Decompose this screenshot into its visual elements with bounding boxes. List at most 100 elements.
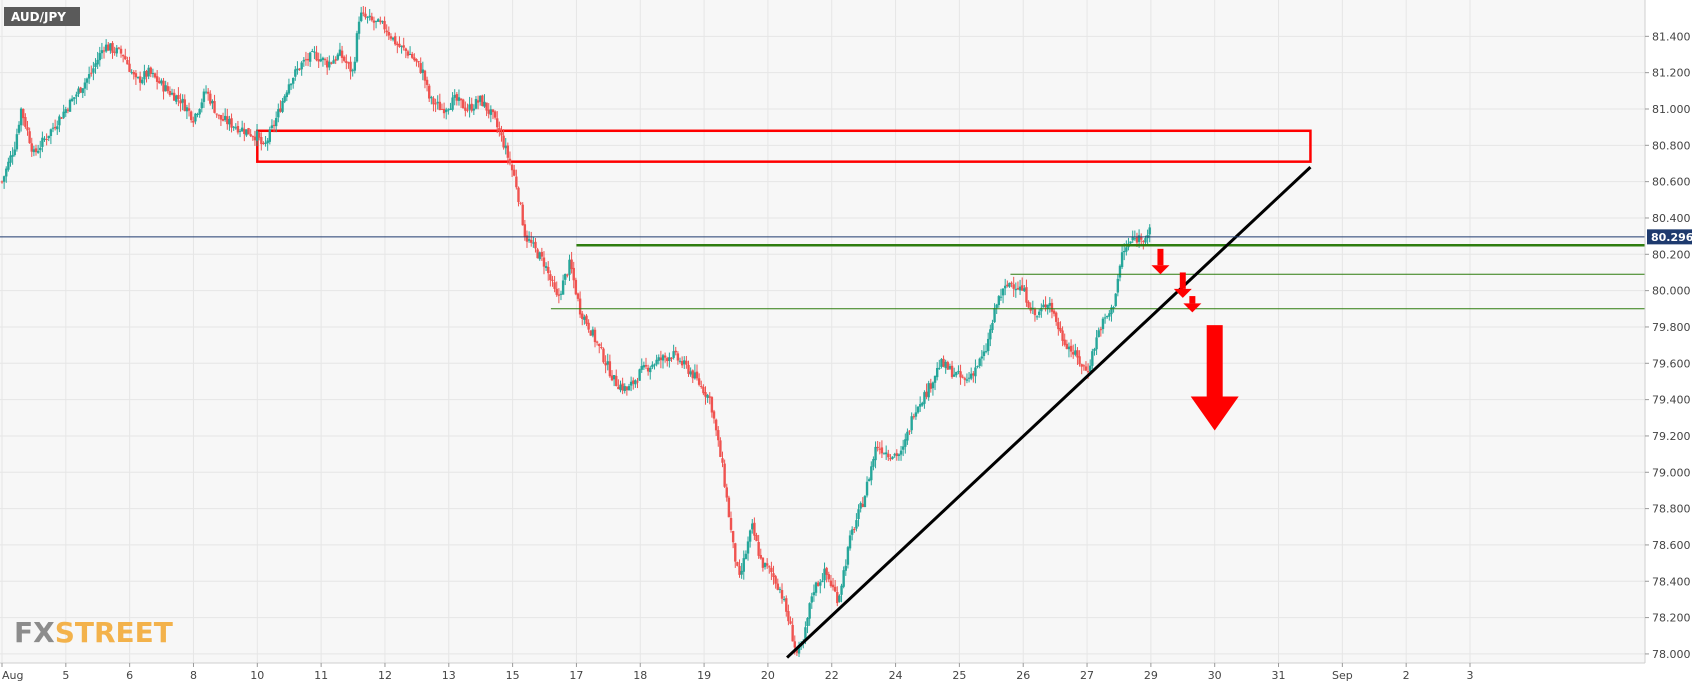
candle <box>385 30 388 33</box>
candle <box>666 358 669 362</box>
candle <box>353 61 357 71</box>
candle <box>967 377 971 379</box>
candle <box>119 48 123 54</box>
candle <box>107 44 110 51</box>
candle <box>243 128 246 135</box>
down-arrow-shaft <box>1157 248 1164 266</box>
candle <box>700 385 703 387</box>
candle <box>918 404 922 407</box>
candle <box>372 20 376 23</box>
candle <box>995 304 998 308</box>
candle <box>793 641 796 648</box>
candle <box>1042 304 1045 308</box>
candles <box>0 6 1151 658</box>
candle <box>153 73 157 78</box>
candle <box>145 70 148 77</box>
candle <box>185 107 189 112</box>
candle <box>710 397 714 413</box>
candle <box>181 98 184 103</box>
candle <box>160 80 163 84</box>
candle <box>704 392 707 397</box>
candle <box>26 127 29 131</box>
candle <box>963 378 967 380</box>
candle <box>1123 250 1126 253</box>
candle <box>870 466 873 481</box>
down-arrow-head <box>1173 288 1192 298</box>
candle <box>9 155 12 163</box>
candle <box>1137 235 1141 242</box>
candle <box>676 353 680 361</box>
candle <box>914 412 918 417</box>
candle <box>47 135 50 139</box>
candle <box>79 87 82 93</box>
candle <box>487 109 490 114</box>
candle <box>991 322 994 330</box>
candle <box>15 134 19 150</box>
candle <box>566 274 569 276</box>
candle <box>1095 337 1098 350</box>
candle <box>291 77 295 84</box>
candle <box>272 124 276 126</box>
candle <box>117 47 121 49</box>
candle <box>634 380 637 385</box>
y-tick-label: 79.000 <box>1652 466 1691 479</box>
candle <box>655 359 658 365</box>
candle <box>162 80 165 92</box>
candle <box>863 496 867 508</box>
candle <box>315 52 318 61</box>
candle <box>642 365 646 368</box>
candle <box>714 419 718 431</box>
candle <box>485 102 488 111</box>
x-tick-label: 18 <box>633 669 647 682</box>
x-tick-label: 12 <box>378 669 392 682</box>
candle <box>751 523 754 530</box>
down-arrow-shaft <box>1206 325 1223 397</box>
candle <box>980 356 984 359</box>
candle <box>317 59 320 62</box>
candle <box>476 100 480 103</box>
candle <box>619 384 622 391</box>
candle <box>187 108 191 111</box>
candle <box>653 364 656 366</box>
candle <box>30 143 33 152</box>
candle <box>1027 301 1030 308</box>
candle <box>935 368 939 378</box>
candle <box>172 92 176 101</box>
candle <box>785 598 788 612</box>
candle <box>931 382 935 389</box>
candle <box>177 94 180 100</box>
y-tick-label: 80.200 <box>1652 248 1691 261</box>
candle <box>683 360 686 365</box>
candle <box>555 288 558 295</box>
candle <box>517 187 520 203</box>
candle <box>687 364 690 374</box>
candle <box>753 522 756 536</box>
candle <box>155 76 159 82</box>
candle <box>525 235 529 242</box>
candle <box>1072 352 1075 355</box>
candle <box>336 54 340 60</box>
candle <box>496 118 499 128</box>
symbol-badge: AUD/JPY <box>4 7 80 26</box>
candle <box>268 129 272 142</box>
candle <box>189 111 193 121</box>
candle <box>961 376 964 378</box>
candle <box>330 62 333 64</box>
candle <box>893 454 896 456</box>
candle <box>615 375 618 386</box>
candle <box>1074 350 1077 355</box>
down-arrow-head <box>1190 396 1239 431</box>
symbol-label: AUD/JPY <box>11 10 66 24</box>
y-tick-label: 79.200 <box>1652 430 1691 443</box>
candle <box>58 116 61 126</box>
candle <box>204 91 208 93</box>
candle <box>861 503 864 507</box>
candle <box>850 529 854 535</box>
candle <box>111 42 114 53</box>
candle <box>109 43 112 51</box>
candle <box>763 562 767 568</box>
candle <box>211 100 214 104</box>
candle <box>708 396 711 398</box>
candle <box>583 316 586 320</box>
y-tick-label: 79.400 <box>1652 394 1691 407</box>
